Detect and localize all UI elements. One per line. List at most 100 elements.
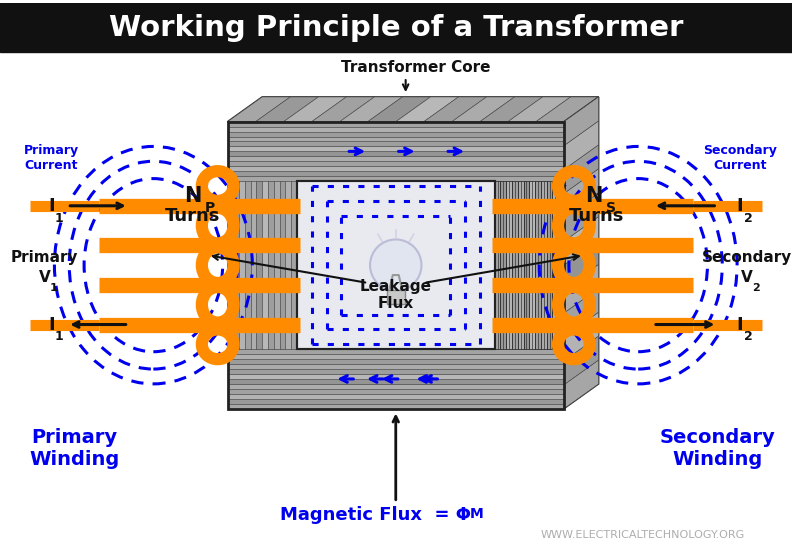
Polygon shape [564,264,598,313]
Bar [512,181,518,349]
Text: Leakage
Flux: Leakage Flux [360,279,432,311]
Polygon shape [284,97,346,122]
Text: N: N [184,186,202,206]
Text: I: I [737,197,743,215]
Polygon shape [396,97,458,122]
Bar [291,181,297,349]
Bar [245,181,250,349]
Bar [227,359,564,364]
Bar [286,181,291,349]
Text: I: I [737,315,743,334]
Bar [227,399,564,404]
Text: Secondary: Secondary [702,250,792,265]
Text: 1: 1 [50,283,58,293]
Bar [518,181,523,349]
Bar [227,137,564,142]
Bar [227,166,564,171]
Polygon shape [564,169,598,217]
Text: Secondary
Current: Secondary Current [703,144,777,172]
Bar [227,156,564,161]
Bar [227,171,564,176]
Bar [257,181,262,349]
Text: Secondary
Winding: Secondary Winding [659,428,775,469]
Bar [274,181,279,349]
Bar [279,181,286,349]
Text: Transformer Core: Transformer Core [341,60,490,75]
Bar [262,181,268,349]
Text: M: M [470,507,484,521]
Polygon shape [536,97,598,122]
Bar [227,176,564,181]
Polygon shape [564,288,598,337]
Bar [239,181,245,349]
Polygon shape [564,193,598,241]
Bar [494,181,501,349]
Text: 2: 2 [752,283,760,293]
Bar [227,369,564,374]
Polygon shape [312,97,374,122]
Bar [227,181,234,349]
Bar [535,181,541,349]
Polygon shape [480,97,542,122]
Bar [501,181,506,349]
Polygon shape [564,97,598,409]
Text: Primary
Winding: Primary Winding [29,428,119,469]
Bar [297,181,494,349]
Polygon shape [368,97,430,122]
Bar [250,181,257,349]
Polygon shape [564,360,598,409]
Text: 1: 1 [55,330,64,343]
Polygon shape [227,97,290,122]
Text: Working Principle of a Transformer: Working Principle of a Transformer [109,13,683,41]
Bar [227,122,564,127]
Bar [227,379,564,384]
Text: 1: 1 [55,212,64,225]
Bar [227,384,564,389]
Text: V: V [38,269,50,284]
Polygon shape [452,97,514,122]
Bar [227,389,564,394]
Polygon shape [227,97,598,122]
Bar [553,181,558,349]
Bar [227,354,564,359]
Text: N: N [585,186,602,206]
Polygon shape [564,145,598,193]
Polygon shape [508,97,570,122]
Bar [227,374,564,379]
Text: Turns: Turns [166,207,221,225]
Text: I: I [48,197,54,215]
Polygon shape [564,336,598,385]
Polygon shape [564,240,598,289]
Bar [227,161,564,166]
Bar [530,181,535,349]
Bar [387,290,405,304]
Text: Magnetic Flux  = Φ: Magnetic Flux = Φ [281,506,471,525]
Bar [558,181,564,349]
Bar [506,181,512,349]
Bar [227,132,564,137]
Bar [227,364,564,369]
Text: I: I [48,315,54,334]
Bar [227,394,564,399]
Bar [0,3,791,53]
Polygon shape [340,97,402,122]
Polygon shape [424,97,486,122]
Text: 2: 2 [744,212,752,225]
Bar [227,142,564,146]
Bar [234,181,239,349]
Polygon shape [564,217,598,265]
Text: 2: 2 [744,330,752,343]
Bar [227,146,564,151]
Polygon shape [564,121,598,170]
Bar [227,404,564,409]
Text: V: V [741,269,753,284]
Bar [227,122,564,409]
Bar [227,349,564,354]
Circle shape [370,240,422,291]
Bar [227,151,564,156]
Text: Primary: Primary [10,250,78,265]
Text: S: S [606,201,615,215]
Bar [297,181,494,349]
Bar [541,181,546,349]
Text: P: P [205,201,215,215]
